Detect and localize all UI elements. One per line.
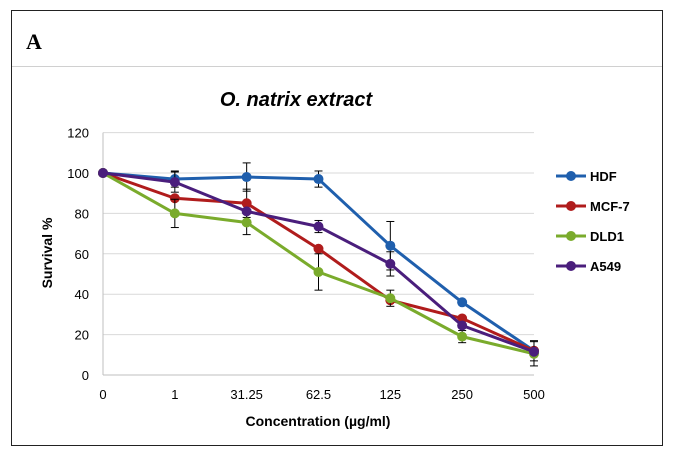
x-tick-label: 62.5 bbox=[306, 387, 331, 402]
x-axis-label: Concentration (µg/ml) bbox=[246, 413, 391, 429]
legend-swatch-marker bbox=[566, 231, 576, 241]
data-point bbox=[169, 193, 180, 204]
y-tick-label: 20 bbox=[75, 328, 89, 343]
data-point bbox=[385, 293, 396, 304]
y-axis-label: Survival % bbox=[39, 217, 55, 288]
y-tick-label: 80 bbox=[75, 206, 89, 221]
data-point bbox=[528, 346, 539, 357]
x-tick-label: 125 bbox=[379, 387, 401, 402]
data-point bbox=[241, 172, 252, 183]
legend-label: DLD1 bbox=[590, 229, 624, 244]
legend-swatch-marker bbox=[566, 261, 576, 271]
legend: HDF MCF-7 DLD1 A549 bbox=[556, 169, 630, 274]
data-point bbox=[457, 297, 468, 308]
legend-label: A549 bbox=[590, 259, 621, 274]
chart-title: O. natrix extract bbox=[220, 89, 374, 111]
data-point bbox=[313, 174, 324, 185]
gridlines bbox=[103, 132, 534, 336]
series-dld1 bbox=[98, 168, 539, 367]
series-a549 bbox=[98, 168, 539, 357]
data-point bbox=[457, 320, 468, 331]
data-point bbox=[241, 217, 252, 228]
x-tick-label: 31.25 bbox=[230, 387, 263, 402]
y-tick-label: 60 bbox=[75, 247, 89, 262]
y-tick-label: 40 bbox=[75, 287, 89, 302]
x-tick-label: 0 bbox=[99, 387, 106, 402]
data-point bbox=[313, 243, 324, 254]
legend-item-mcf-7: MCF-7 bbox=[556, 199, 630, 214]
data-point bbox=[241, 198, 252, 209]
data-point bbox=[313, 221, 324, 232]
legend-label: MCF-7 bbox=[590, 199, 630, 214]
data-point bbox=[169, 208, 180, 219]
data-point bbox=[241, 206, 252, 217]
data-point bbox=[385, 240, 396, 251]
legend-label: HDF bbox=[590, 169, 617, 184]
legend-swatch-marker bbox=[566, 201, 576, 211]
data-point bbox=[385, 258, 396, 269]
panel-divider bbox=[12, 66, 662, 67]
y-tick-label: 100 bbox=[67, 166, 89, 181]
x-tick-label: 250 bbox=[451, 387, 473, 402]
figure-frame: A bbox=[11, 10, 663, 446]
y-tick-label: 0 bbox=[82, 368, 89, 383]
x-tick-label: 1 bbox=[171, 387, 178, 402]
legend-item-hdf: HDF bbox=[556, 169, 617, 184]
legend-swatch-marker bbox=[566, 171, 576, 181]
data-point bbox=[457, 313, 468, 324]
legend-item-dld1: DLD1 bbox=[556, 229, 624, 244]
y-tick-label: 120 bbox=[67, 126, 89, 141]
data-point bbox=[98, 168, 108, 178]
y-tick-labels: 0 20 40 60 80 100 120 bbox=[67, 126, 89, 383]
data-point bbox=[169, 177, 180, 188]
legend-item-a549: A549 bbox=[556, 259, 621, 274]
data-point bbox=[457, 331, 468, 342]
series-lines bbox=[98, 162, 539, 367]
data-point bbox=[313, 266, 324, 277]
x-tick-label: 500 bbox=[523, 387, 545, 402]
panel-label: A bbox=[26, 29, 42, 54]
x-tick-labels: 0 1 31.25 62.5 125 250 500 bbox=[99, 387, 544, 402]
